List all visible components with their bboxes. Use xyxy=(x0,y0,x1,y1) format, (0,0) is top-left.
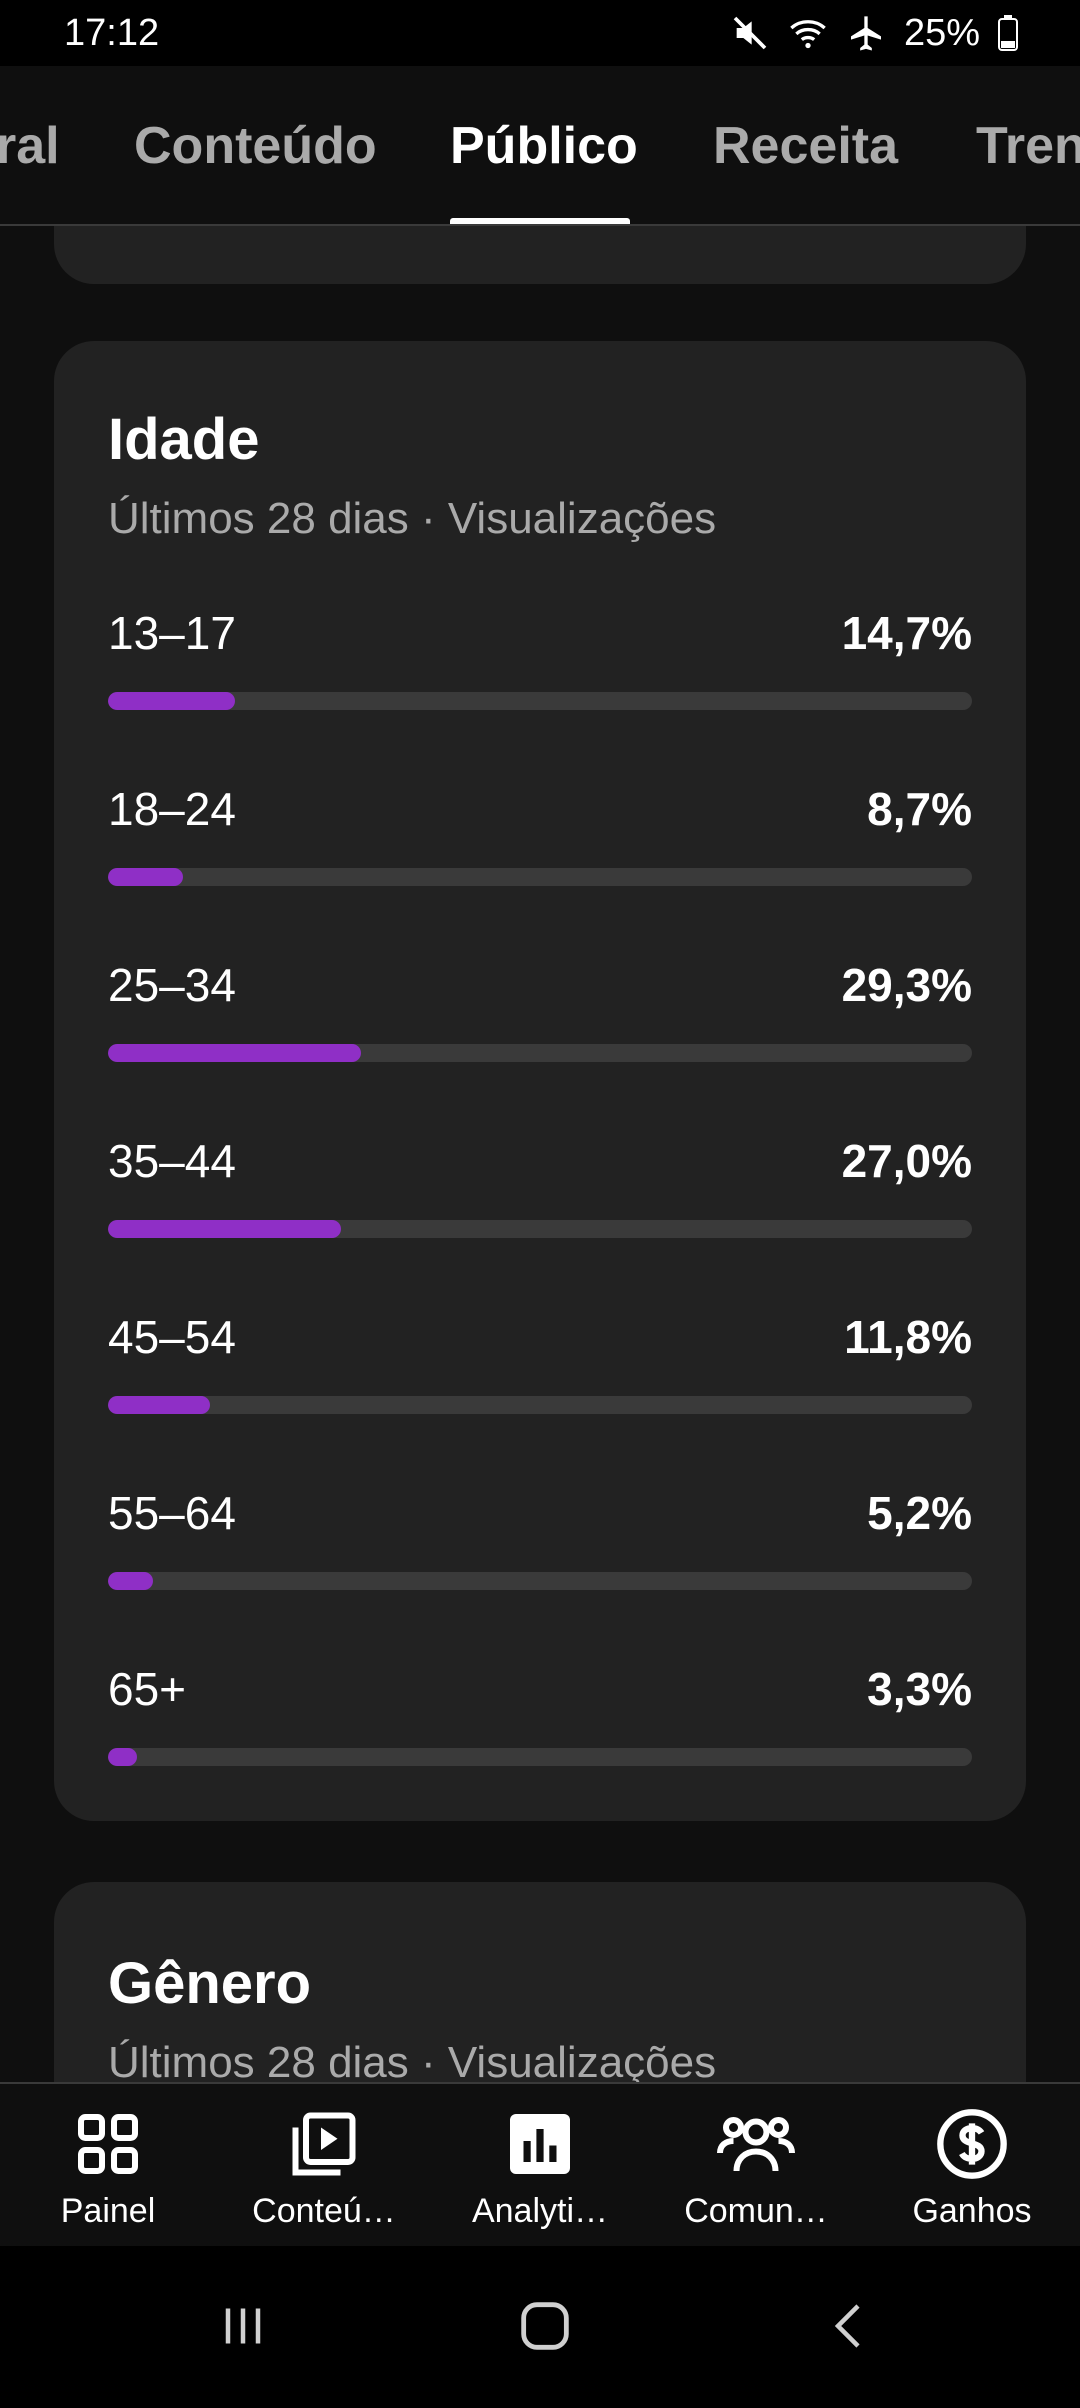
main-content[interactable]: Idade Últimos 28 dias · Visualizações 13… xyxy=(0,226,1080,2082)
mute-icon xyxy=(733,16,767,50)
tab-overview[interactable]: ral xyxy=(0,117,60,175)
community-icon xyxy=(717,2117,795,2172)
nav-community-label: Comun… xyxy=(684,2192,828,2230)
airplane-icon xyxy=(850,16,881,51)
age-bar-track xyxy=(108,692,972,710)
age-bar-fill xyxy=(108,1220,342,1238)
content-icon xyxy=(292,2112,356,2176)
age-row: 13–17 14,7% xyxy=(108,606,972,726)
nav-earnings-label: Ganhos xyxy=(912,2192,1032,2230)
tab-trends[interactable]: Tren xyxy=(976,117,1080,175)
battery-percent: 25% xyxy=(903,11,980,54)
age-bar-track xyxy=(108,1396,972,1414)
gender-card-title: Gênero xyxy=(108,1951,312,2016)
age-percent-value: 3,3% xyxy=(867,1663,972,1715)
age-bar-fill xyxy=(108,1748,137,1766)
status-icons: 25% xyxy=(730,12,1018,55)
age-bar-track xyxy=(108,1748,972,1766)
previous-card xyxy=(54,226,1026,284)
tab-audience[interactable]: Público xyxy=(450,117,638,175)
age-percent-value: 29,3% xyxy=(841,959,972,1011)
age-row: 25–34 29,3% xyxy=(108,958,972,1078)
nav-content[interactable]: Conteú… xyxy=(216,2084,432,2248)
nav-earnings[interactable]: Ganhos xyxy=(864,2084,1080,2248)
nav-content-label: Conteú… xyxy=(252,2192,396,2230)
age-row: 55–64 5,2% xyxy=(108,1486,972,1606)
age-card: Idade Últimos 28 dias · Visualizações 13… xyxy=(54,341,1026,1821)
age-percent-value: 14,7% xyxy=(841,607,972,659)
status-time: 17:12 xyxy=(64,11,160,54)
age-percent-value: 8,7% xyxy=(867,783,972,835)
age-bar-fill xyxy=(108,692,235,710)
analytics-icon xyxy=(510,2114,570,2174)
age-range-label: 18–24 xyxy=(108,783,236,835)
age-range-label: 65+ xyxy=(108,1663,187,1715)
age-percent-value: 11,8% xyxy=(844,1311,972,1363)
system-navigation-bar xyxy=(0,2246,1080,2408)
age-range-label: 13–17 xyxy=(108,607,236,659)
nav-analytics-label: Analyti… xyxy=(471,2192,609,2230)
age-bar-track xyxy=(108,1572,972,1590)
wifi-icon xyxy=(790,20,826,49)
age-range-label: 35–44 xyxy=(108,1135,236,1187)
age-range-label: 45–54 xyxy=(108,1311,236,1363)
age-card-subtitle: Últimos 28 dias · Visualizações xyxy=(108,494,717,543)
battery-icon xyxy=(998,15,1018,51)
age-bar-track xyxy=(108,1220,972,1238)
back-button[interactable] xyxy=(808,2286,888,2366)
tab-revenue[interactable]: Receita xyxy=(713,117,898,175)
age-range-label: 25–34 xyxy=(108,959,236,1011)
nav-dashboard-label: Painel xyxy=(60,2192,156,2230)
nav-community[interactable]: Comun… xyxy=(648,2084,864,2248)
gender-card-subtitle: Últimos 28 dias · Visualizações xyxy=(108,2038,717,2082)
tab-bar: ral Conteúdo Público Receita Tren xyxy=(0,66,1080,226)
bottom-navigation: Painel Conteú… Analyti… xyxy=(0,2082,1080,2246)
nav-analytics[interactable]: Analyti… xyxy=(432,2084,648,2248)
nav-dashboard[interactable]: Painel xyxy=(0,2084,216,2248)
age-row: 65+ 3,3% xyxy=(108,1662,972,1782)
home-button[interactable] xyxy=(505,2286,585,2366)
recent-apps-button[interactable] xyxy=(203,2286,283,2366)
age-bar-track xyxy=(108,1044,972,1062)
age-row: 45–54 11,8% xyxy=(108,1310,972,1430)
tab-content[interactable]: Conteúdo xyxy=(134,117,377,175)
age-row: 18–24 8,7% xyxy=(108,782,972,902)
age-percent-value: 5,2% xyxy=(867,1487,972,1539)
age-bar-fill xyxy=(108,1396,210,1414)
earnings-icon xyxy=(937,2109,1007,2179)
gender-card: Gênero Últimos 28 dias · Visualizações xyxy=(54,1882,1026,2082)
age-percent-value: 27,0% xyxy=(841,1135,972,1187)
home-icon xyxy=(521,2302,569,2350)
status-bar: 17:12 25% xyxy=(0,0,1080,66)
recent-apps-icon xyxy=(225,2308,261,2344)
age-range-label: 55–64 xyxy=(108,1487,236,1539)
age-bar-fill xyxy=(108,868,184,886)
age-bar-fill xyxy=(108,1044,362,1062)
active-tab-indicator xyxy=(450,218,630,224)
age-card-title: Idade xyxy=(108,407,260,472)
age-row: 35–44 27,0% xyxy=(108,1134,972,1254)
age-bar-track xyxy=(108,868,972,886)
back-icon xyxy=(834,2304,860,2348)
age-bar-fill xyxy=(108,1572,153,1590)
dashboard-icon xyxy=(78,2114,138,2174)
